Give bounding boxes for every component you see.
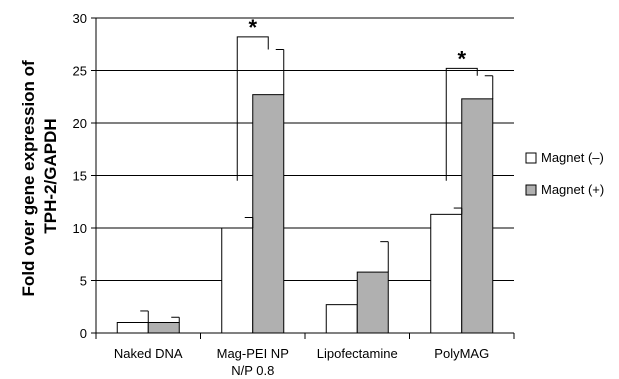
y-axis-label-line-2: TPH-2/GAPDH — [41, 118, 60, 233]
legend-swatch-magnet-minus — [525, 152, 537, 164]
significance-bracket — [236, 36, 269, 181]
legend-label-magnet-minus: Magnet (–) — [541, 150, 604, 165]
y-tick-label: 5 — [80, 274, 87, 289]
bar — [356, 271, 389, 334]
bar — [147, 322, 180, 334]
significance-star: * — [248, 15, 257, 40]
y-axis-label-line-1: Fold over gene expression of — [19, 60, 38, 297]
bar — [461, 98, 494, 334]
axes — [91, 17, 515, 339]
y-tick-label: 15 — [73, 169, 87, 184]
bar — [116, 322, 149, 334]
bar — [252, 94, 285, 334]
y-axis-label: Fold over gene expression of TPH-2/GAPDH — [19, 56, 60, 297]
y-tick-label: 30 — [73, 11, 87, 26]
significance-star: * — [457, 46, 466, 71]
bar — [325, 304, 358, 334]
bar — [221, 227, 254, 334]
x-tick-labels: Naked DNA Mag-PEI NP N/P 0.8 Lipofectamine P… — [114, 346, 489, 378]
x-tick-label: Naked DNA — [114, 346, 183, 361]
y-tick-label: 10 — [73, 221, 87, 236]
y-tick-label: 20 — [73, 116, 87, 131]
y-tick-label: 0 — [80, 326, 87, 341]
y-tick-label: 25 — [73, 64, 87, 79]
error-bars — [140, 49, 494, 323]
significance-brackets: ** — [236, 15, 478, 181]
x-tick-label: PolyMAG — [434, 346, 489, 361]
bar — [430, 213, 463, 334]
legend: Magnet (–) Magnet (+) — [525, 150, 604, 197]
x-tick-label: Mag-PEI NP — [217, 346, 289, 361]
bars — [116, 94, 494, 334]
significance-bracket — [445, 67, 478, 181]
x-tick-label: N/P 0.8 — [231, 363, 274, 378]
x-tick-label: Lipofectamine — [317, 346, 398, 361]
y-tick-labels: 0 5 10 15 20 25 30 — [73, 11, 87, 341]
legend-swatch-magnet-plus — [525, 184, 537, 196]
legend-label-magnet-plus: Magnet (+) — [541, 182, 604, 197]
